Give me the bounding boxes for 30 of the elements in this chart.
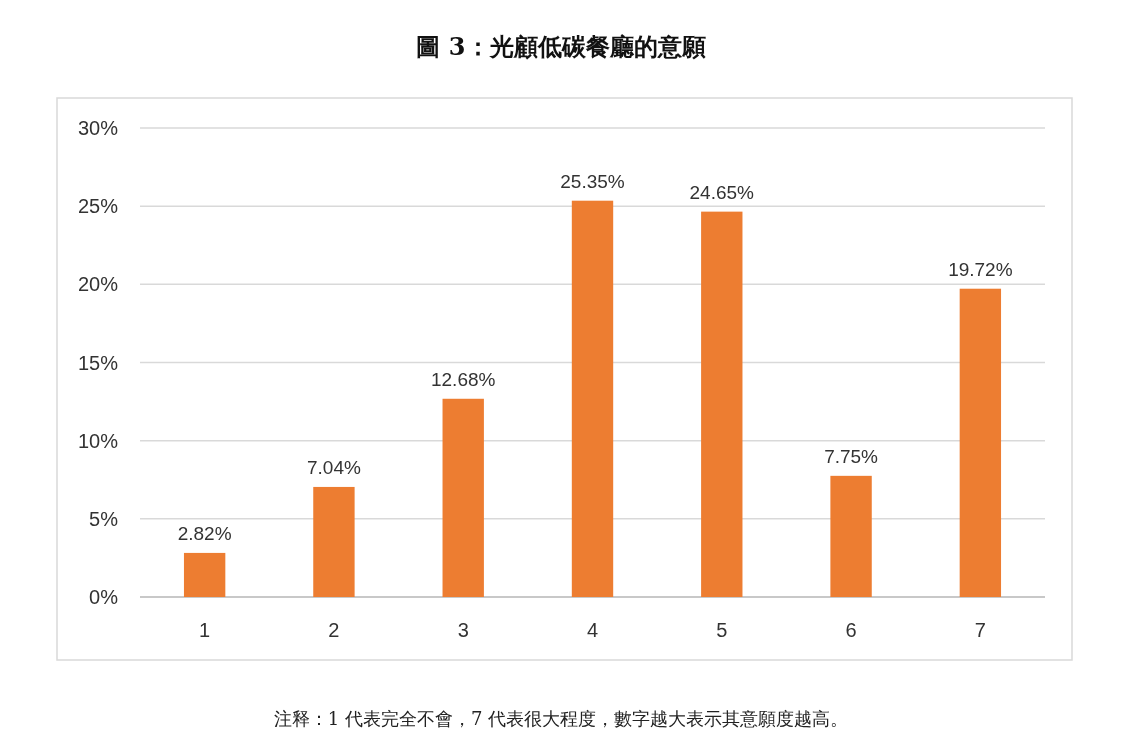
bar <box>959 288 1002 597</box>
y-tick-label: 30% <box>77 117 119 139</box>
y-tick-label: 15% <box>77 351 119 374</box>
y-tick-label: 25% <box>77 195 119 218</box>
bar <box>313 486 355 597</box>
y-tick-label: 0% <box>89 586 119 608</box>
x-tick-label: 7 <box>974 619 986 641</box>
bar <box>701 211 743 597</box>
chart-title: 圖 3：光顧低碳餐廳的意願 <box>416 32 706 61</box>
bar <box>442 398 484 597</box>
x-tick-label: 6 <box>845 619 857 641</box>
bar <box>183 552 226 597</box>
text: 注释：1 代表完全不會，7 代表很大程度，數字越大表示其意願度越高。 <box>273 708 849 729</box>
bar <box>830 475 872 597</box>
data-label: 12.68% <box>430 368 496 390</box>
data-label: 2.82% <box>177 522 232 544</box>
data-label: 7.04% <box>306 456 361 478</box>
x-tick-label: 4 <box>586 619 599 641</box>
y-tick-label: 20% <box>77 273 119 296</box>
x-tick-label: 1 <box>199 619 211 641</box>
data-label: 7.75% <box>824 445 879 467</box>
bar <box>571 200 614 597</box>
y-tick-label: 10% <box>77 429 119 452</box>
x-tick-label: 2 <box>328 619 340 641</box>
y-tick-label: 5% <box>89 507 119 530</box>
data-label: 24.65% <box>689 181 755 203</box>
data-label: 25.35% <box>560 170 625 192</box>
data-label: 19.72% <box>948 258 1013 280</box>
x-tick-label: 5 <box>716 619 728 641</box>
x-tick-label: 3 <box>457 619 469 641</box>
